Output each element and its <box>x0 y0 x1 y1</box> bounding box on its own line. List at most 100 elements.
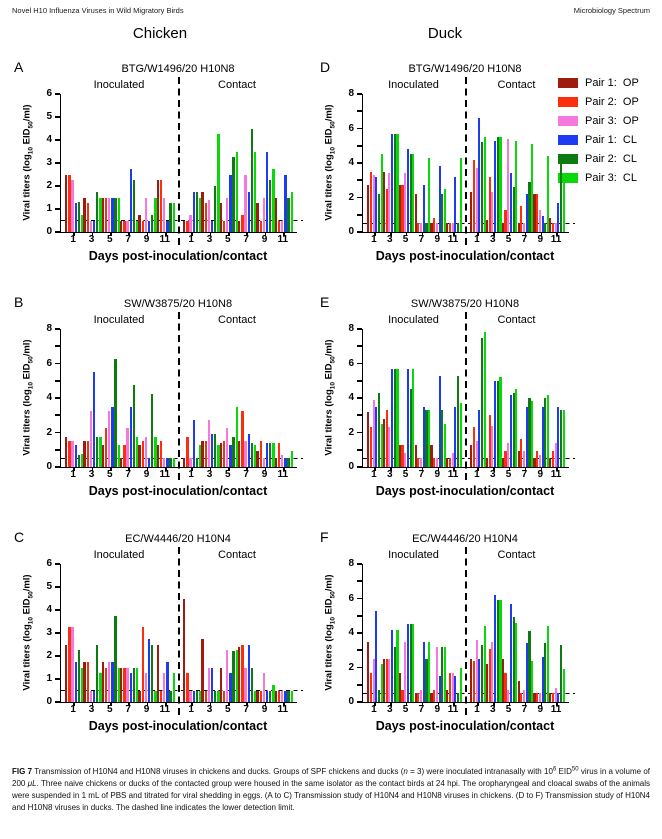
y-tick-label: 6 <box>348 122 354 134</box>
x-tick-label: 9 <box>537 704 544 715</box>
bar <box>232 436 235 467</box>
bar <box>159 441 163 467</box>
bar <box>290 690 294 702</box>
x-tick-label: 5 <box>505 704 512 715</box>
x-tick-row: 1 3 5 7 9 11 1 3 5 7 9 11 <box>60 468 296 481</box>
legend-item: Pair 2: CL <box>558 149 658 168</box>
y-axis-tick <box>356 414 362 417</box>
x-tick-row: 1 3 5 7 9 11 1 3 5 7 9 11 <box>362 233 568 246</box>
bar <box>459 157 462 232</box>
section-divider-line <box>464 77 468 248</box>
bar <box>406 368 409 467</box>
bar <box>551 693 555 702</box>
x-axis-label: Days post-inoculation/contact <box>88 484 268 498</box>
x-tick-label: 1 <box>188 469 194 480</box>
y-tick-label: 6 <box>348 592 354 604</box>
x-axis-tick <box>191 702 193 706</box>
bar <box>425 223 428 232</box>
bar <box>64 174 68 232</box>
bar <box>428 157 431 232</box>
bar <box>546 394 550 467</box>
y-axis-tick <box>356 448 362 451</box>
x-axis-tick <box>283 467 285 471</box>
bar <box>501 223 504 232</box>
bar <box>64 436 68 467</box>
bar <box>111 197 114 232</box>
section-divider-line <box>177 77 181 248</box>
bar <box>560 645 563 702</box>
bar <box>422 641 425 702</box>
bar <box>101 197 105 232</box>
bar <box>369 427 372 467</box>
bar <box>391 133 394 232</box>
bar <box>560 156 563 232</box>
bar <box>262 673 266 702</box>
x-tick-label: 11 <box>159 234 171 245</box>
bar <box>475 639 478 702</box>
y-axis-tick <box>356 666 362 669</box>
bar <box>562 410 565 467</box>
bar <box>210 220 214 232</box>
bar <box>195 690 199 702</box>
x-axis-tick <box>453 702 455 706</box>
bar <box>523 223 526 232</box>
bar <box>151 214 154 232</box>
y-axis-tick <box>54 93 60 95</box>
y-axis-tick <box>54 397 60 399</box>
y-axis-tick <box>356 397 362 399</box>
bar <box>96 436 99 467</box>
bar <box>159 180 163 232</box>
bar <box>204 441 207 467</box>
bar <box>68 441 71 467</box>
bar <box>86 441 89 467</box>
y-axis-tick <box>356 93 362 95</box>
y-axis-tick <box>356 144 362 147</box>
y-tick-label: 3 <box>46 627 52 638</box>
y-axis-tick <box>356 345 362 348</box>
bar <box>259 220 262 232</box>
bar <box>247 191 250 232</box>
bar <box>226 197 229 232</box>
y-axis-tick <box>54 139 60 141</box>
x-tick-label: 3 <box>386 234 393 245</box>
bar <box>226 428 229 467</box>
panel-d: D BTG/W1496/20 H10N8 Inoculated Contact 0 2 4 6… <box>320 51 575 286</box>
bar <box>507 138 510 232</box>
x-axis-tick <box>493 467 495 471</box>
panel-title: EC/W4446/20 H10N4 <box>412 533 518 545</box>
bar <box>501 458 504 467</box>
y-axis-label-part: 50 <box>329 356 337 364</box>
x-axis-tick <box>209 467 212 471</box>
x-axis-tick <box>508 232 511 236</box>
bar <box>83 661 86 702</box>
x-tick-label: 3 <box>88 234 95 245</box>
bar <box>422 406 425 467</box>
x-tick-label: 1 <box>371 234 377 245</box>
y-tick-label: 4 <box>46 604 52 615</box>
bar <box>549 458 552 467</box>
bar <box>217 690 220 702</box>
bar <box>443 423 447 467</box>
y-tick-label: 4 <box>348 157 354 168</box>
bar <box>186 220 189 232</box>
y-axis-tick <box>54 701 60 703</box>
y-axis-label-part: 50 <box>27 591 35 599</box>
bar <box>74 445 77 467</box>
y-axis-label-part: Viral titers (log <box>323 389 335 456</box>
bar <box>393 646 396 702</box>
x-tick-label: 7 <box>125 469 131 480</box>
bar <box>443 646 447 702</box>
y-axis-label-part: 10 <box>329 617 337 625</box>
y-axis-tick <box>54 563 60 565</box>
x-tick-label: 7 <box>243 704 249 715</box>
x-tick-label: 5 <box>107 704 113 715</box>
bar <box>483 626 486 702</box>
bar <box>483 137 486 232</box>
bar <box>235 650 239 702</box>
bar <box>169 690 172 702</box>
x-axis-tick <box>508 702 511 706</box>
bar <box>531 660 534 702</box>
bar <box>144 197 148 232</box>
x-tick-row: 1 3 5 7 9 11 1 3 5 7 9 11 <box>60 703 296 716</box>
bar <box>507 442 510 467</box>
